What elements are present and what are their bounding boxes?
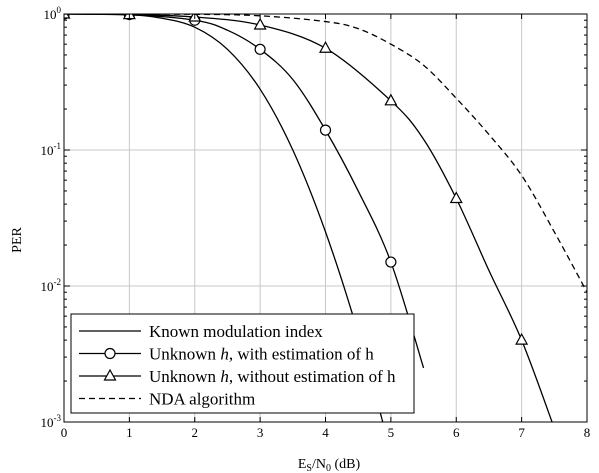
x-tick-label: 2 bbox=[192, 425, 199, 440]
legend-marker-2 bbox=[104, 347, 116, 360]
legend: Known modulation index Unknown h, with es… bbox=[70, 313, 415, 414]
legend-label-4: NDA algorithm bbox=[149, 390, 255, 409]
y-tick-label: 100 bbox=[44, 5, 62, 22]
y-tick-label: 10-1 bbox=[41, 141, 62, 158]
data-point-series-3 bbox=[515, 332, 529, 345]
data-point-series-3 bbox=[64, 14, 71, 19]
data-point-series-3 bbox=[253, 17, 267, 30]
data-point-series-2 bbox=[254, 43, 266, 55]
legend-label-3: Unknown h, without estimation of h bbox=[149, 367, 396, 386]
series-line-2 bbox=[64, 14, 425, 369]
axis-ticks: 0 1 2 3 4 5 6 7 8 100 10-1 10-2 10-3 bbox=[41, 5, 591, 440]
x-tick-label: 4 bbox=[322, 425, 329, 440]
legend-label-2: Unknown h, with estimation of h bbox=[149, 345, 374, 364]
data-point-series-2 bbox=[385, 256, 397, 268]
series-line-4 bbox=[64, 14, 587, 293]
data-point-series-3 bbox=[384, 93, 398, 106]
x-tick-label: 7 bbox=[518, 425, 525, 440]
y-axis-label: PER bbox=[10, 227, 25, 253]
x-tick-label: 8 bbox=[584, 425, 591, 440]
x-tick-label: 5 bbox=[388, 425, 395, 440]
y-tick-label: 10-2 bbox=[41, 277, 62, 294]
legend-marker-3 bbox=[103, 368, 117, 381]
x-tick-label: 1 bbox=[126, 425, 133, 440]
y-tick-label: 10-3 bbox=[41, 413, 62, 430]
x-tick-label: 6 bbox=[453, 425, 460, 440]
x-tick-label: 3 bbox=[257, 425, 264, 440]
x-tick-label: 0 bbox=[61, 425, 68, 440]
legend-label-1: Known modulation index bbox=[149, 322, 323, 341]
data-point-series-3 bbox=[318, 41, 333, 53]
data-point-series-2 bbox=[319, 124, 332, 136]
data-point-series-3 bbox=[449, 191, 463, 204]
x-axis-label: ES/N0 (dB) bbox=[298, 457, 361, 473]
